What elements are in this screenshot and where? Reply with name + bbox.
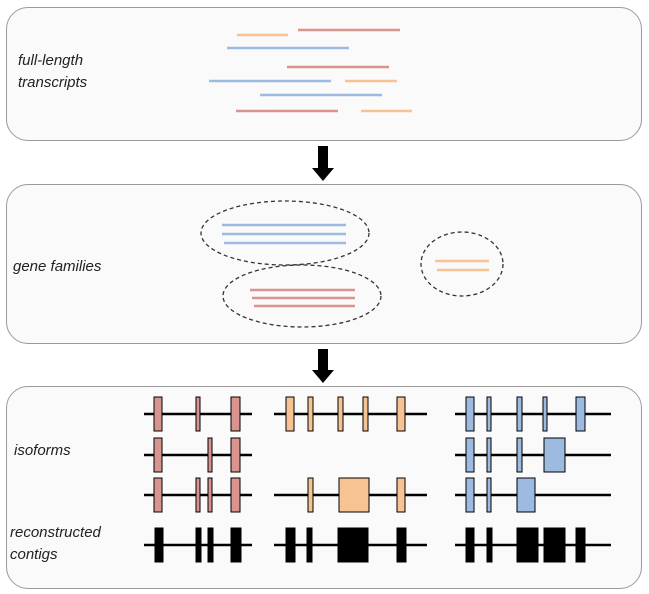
gene-family-ellipse	[222, 264, 382, 328]
exon-box	[207, 527, 214, 563]
exon-box	[516, 477, 536, 513]
transcripts-label-line2: transcripts	[18, 74, 88, 91]
exon-box	[362, 396, 369, 432]
exon-box	[285, 396, 295, 432]
exon-box	[465, 477, 475, 513]
exon-box	[195, 396, 201, 432]
exon-box	[230, 477, 241, 513]
exon-box	[486, 437, 492, 473]
exon-box	[543, 527, 566, 563]
transcripts-label-line1: full-length	[18, 52, 84, 69]
exon-box	[207, 437, 213, 473]
exon-box	[195, 527, 202, 563]
exon-box	[337, 396, 344, 432]
contigs-label-line2: contigs	[10, 546, 58, 563]
arrow-shaft	[318, 146, 328, 169]
exon-box	[486, 396, 492, 432]
exon-box	[195, 477, 201, 513]
exon-box	[307, 477, 314, 513]
exon-box	[307, 396, 314, 432]
transcripts-label: full-length transcripts	[18, 50, 87, 94]
gene-families-panel	[6, 184, 642, 344]
gene-family-ellipse	[420, 231, 504, 297]
exon-box	[543, 437, 566, 473]
exon-box	[542, 396, 548, 432]
exon-box	[207, 477, 213, 513]
exon-box	[396, 396, 406, 432]
arrow-head	[312, 168, 334, 181]
exon-box	[396, 477, 406, 513]
exon-box	[575, 527, 586, 563]
exon-box	[153, 477, 163, 513]
gene-families-label: gene families	[13, 258, 102, 275]
exon-box	[486, 527, 493, 563]
exon-box	[154, 527, 164, 563]
exon-box	[230, 437, 241, 473]
exon-box	[465, 437, 475, 473]
exon-box	[285, 527, 296, 563]
exon-box	[516, 396, 523, 432]
arrow-shaft	[318, 349, 328, 371]
exon-box	[486, 477, 492, 513]
isoforms-label: isoforms	[14, 442, 71, 459]
exon-box	[465, 527, 475, 563]
gene-family-ellipse	[200, 200, 370, 266]
exon-box	[396, 527, 407, 563]
exon-box	[230, 527, 242, 563]
contigs-label: reconstructed contigs	[10, 522, 101, 566]
exon-box	[230, 396, 241, 432]
exon-box	[465, 396, 475, 432]
exon-box	[516, 527, 539, 563]
exon-box	[516, 437, 523, 473]
exon-box	[153, 437, 163, 473]
contigs-label-line1: reconstructed	[10, 524, 101, 541]
exon-box	[153, 396, 163, 432]
exon-box	[338, 477, 370, 513]
exon-box	[337, 527, 369, 563]
arrow-head	[312, 370, 334, 383]
exon-box	[306, 527, 313, 563]
exon-box	[575, 396, 586, 432]
